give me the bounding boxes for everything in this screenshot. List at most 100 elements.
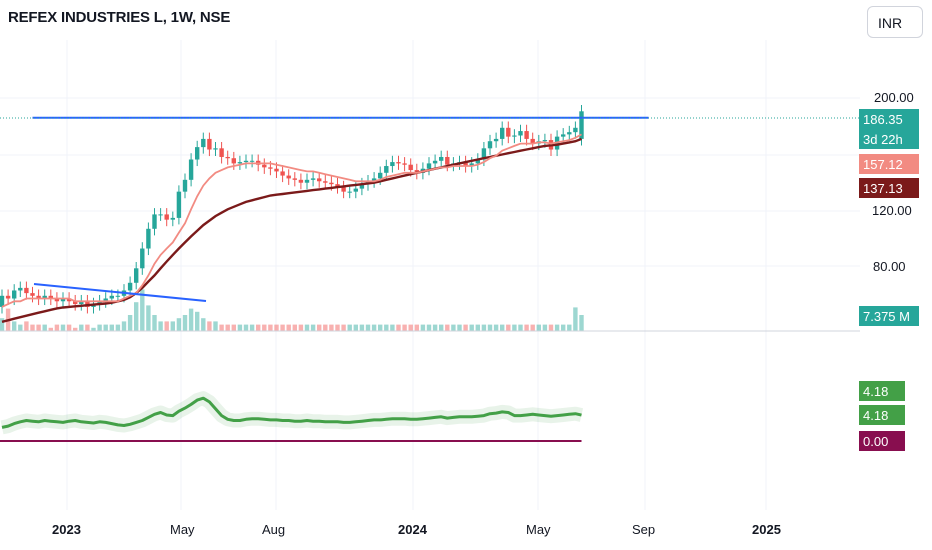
volume-bar (249, 324, 255, 331)
volume-bar (170, 321, 175, 331)
volume-bar (127, 315, 133, 331)
candle-body (195, 147, 200, 160)
candle-body (79, 301, 84, 305)
candle-body (475, 159, 480, 164)
moving-averages (1, 133, 582, 323)
candle-body (48, 295, 53, 299)
volume-bar (310, 324, 316, 331)
time-label-may-2023: May (170, 522, 195, 537)
time-label-sep: Sep (632, 522, 656, 537)
candle-body (140, 248, 145, 269)
currency-selector[interactable]: INR (867, 6, 923, 38)
volume-bar (274, 324, 279, 331)
candle-body (396, 162, 401, 164)
volume-bar (304, 324, 310, 331)
candle-body (524, 131, 529, 139)
volume-bar (554, 324, 560, 331)
volume-bar (42, 324, 47, 331)
volume-bar (54, 324, 60, 331)
volume-bar (384, 324, 389, 331)
candle-body (329, 182, 334, 185)
candle-body (378, 172, 383, 179)
candle-body (182, 179, 188, 192)
candle-body (24, 287, 29, 294)
candle-body (152, 214, 157, 229)
volume-bar (378, 324, 383, 331)
volume-bar (317, 324, 322, 331)
candle-body (66, 298, 72, 302)
candle-body (54, 298, 60, 302)
volume-bar (518, 324, 523, 331)
candle-body (97, 301, 102, 305)
indicator-tag-b: 4.18 (859, 405, 905, 425)
candle-body (371, 178, 377, 182)
candle-body (225, 156, 230, 159)
candle-body (292, 178, 297, 180)
candle-body (207, 138, 212, 150)
volume-bar (481, 324, 487, 331)
volume-bar (85, 324, 90, 331)
candle-body (463, 162, 468, 167)
candle-body (146, 228, 151, 249)
volume-bar (353, 324, 358, 331)
volume-bar (152, 315, 157, 331)
candles[interactable] (0, 104, 584, 314)
candle-body (573, 127, 578, 133)
candle-body (115, 295, 121, 297)
volume-bar (579, 315, 584, 331)
volume-bar (262, 324, 267, 331)
candle-body (530, 138, 535, 144)
candle-body (262, 164, 267, 168)
volume-bar (530, 324, 535, 331)
candle-body (384, 166, 389, 173)
volume-bar (402, 324, 407, 331)
candle-body (347, 191, 352, 193)
candle-body (213, 148, 218, 150)
candle-body (231, 158, 236, 164)
volume-tag: 7.375 M (859, 306, 919, 326)
indicator-tag-a: 4.18 (859, 381, 905, 401)
candle-body (73, 301, 78, 305)
volume-bar (188, 308, 194, 331)
candle-body (18, 287, 23, 291)
volume-bars (0, 289, 584, 331)
volume-bar (164, 321, 169, 331)
volume-bar (48, 327, 53, 331)
volume-bar (323, 324, 328, 331)
candle-body (512, 135, 517, 137)
candle-body (500, 127, 505, 139)
candle-body (439, 156, 444, 161)
volume-bar (0, 318, 5, 331)
volume-bar (298, 324, 304, 331)
volume-bar (97, 324, 102, 331)
candle-body (408, 164, 413, 171)
time-label-aug: Aug (262, 522, 286, 537)
candle-body (390, 162, 395, 167)
candle-body (280, 171, 285, 176)
volume-bar (115, 324, 121, 331)
price-label-80: 80.00 (873, 259, 906, 274)
volume-bar (548, 324, 554, 331)
volume-bar (231, 324, 236, 331)
volume-bar (512, 324, 517, 331)
candle-body (188, 159, 194, 180)
volume-bar (445, 324, 450, 331)
candle-body (335, 184, 340, 188)
volume-bar (60, 324, 66, 331)
volume-bar (524, 324, 529, 331)
candle-body (103, 298, 108, 302)
volume-bar (329, 324, 334, 331)
candle-body (414, 170, 419, 173)
candle-body (353, 188, 358, 192)
candle-body (134, 268, 139, 283)
volume-bar (341, 324, 346, 331)
volume-bar (207, 321, 212, 331)
time-label-2024: 2024 (398, 522, 427, 537)
candle-body (0, 295, 5, 307)
candle-body (219, 148, 224, 157)
candle-body (286, 175, 291, 179)
descending-trendline (33, 283, 207, 302)
volume-bar (567, 324, 572, 331)
candle-body (493, 138, 499, 142)
